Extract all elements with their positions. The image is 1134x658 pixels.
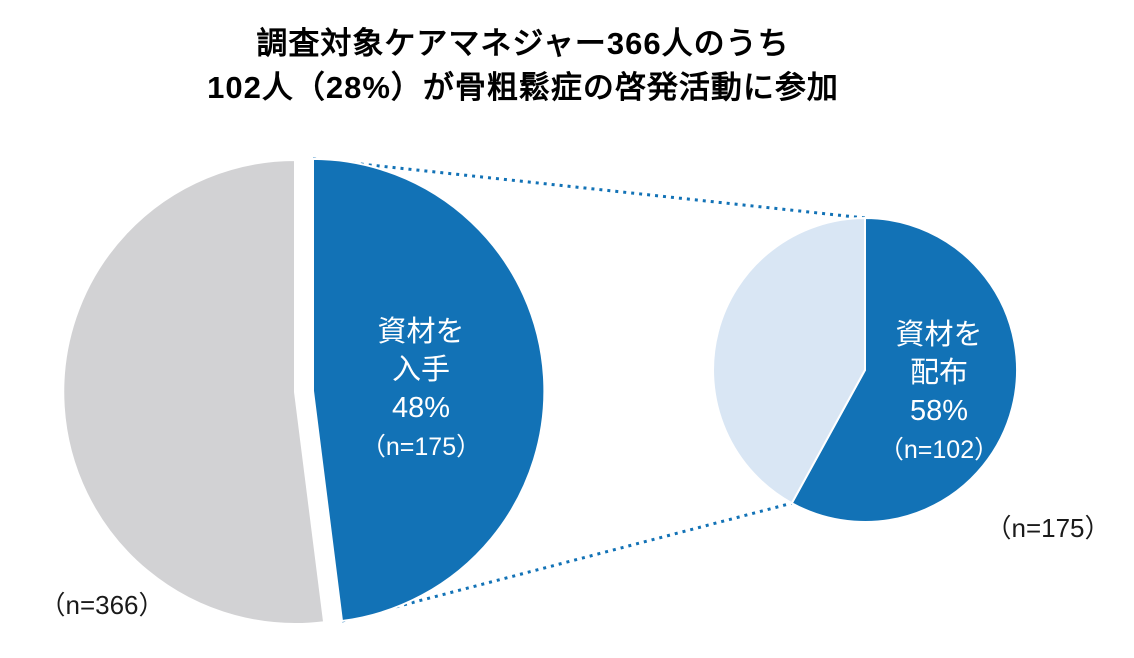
overview-pie-slice-materials-obtained <box>312 157 546 623</box>
overview-pie-total-label: （n=366） <box>39 590 164 620</box>
connector-line-bottom <box>341 501 793 623</box>
chart-title: 調査対象ケアマネジャー366人のうち 102人（28%）が骨粗鬆症の啓発活動に参… <box>0 22 1046 110</box>
detail-pie-slice-others <box>712 216 866 505</box>
detail-pie-slice-materials-distributed <box>790 216 1018 523</box>
detail-pie-total-label: （n=175） <box>985 513 1110 543</box>
detail-pie-slice-label: 資材を配布 58%（n=102） <box>879 318 999 464</box>
chart-title-line2: 102人（28%）が骨粗鬆症の啓発活動に参加 <box>207 70 839 106</box>
overview-pie-slice-label: 資材を入手 48%（n=175） <box>361 315 481 461</box>
overview-pie: 資材を入手 48%（n=175） <box>62 157 546 625</box>
overview-pie-slice-others <box>62 158 326 625</box>
connector-lines <box>312 157 866 623</box>
detail-pie: 資材を配布 58%（n=102） <box>712 216 1018 523</box>
chart-title-line1: 調査対象ケアマネジャー366人のうち <box>256 26 790 61</box>
